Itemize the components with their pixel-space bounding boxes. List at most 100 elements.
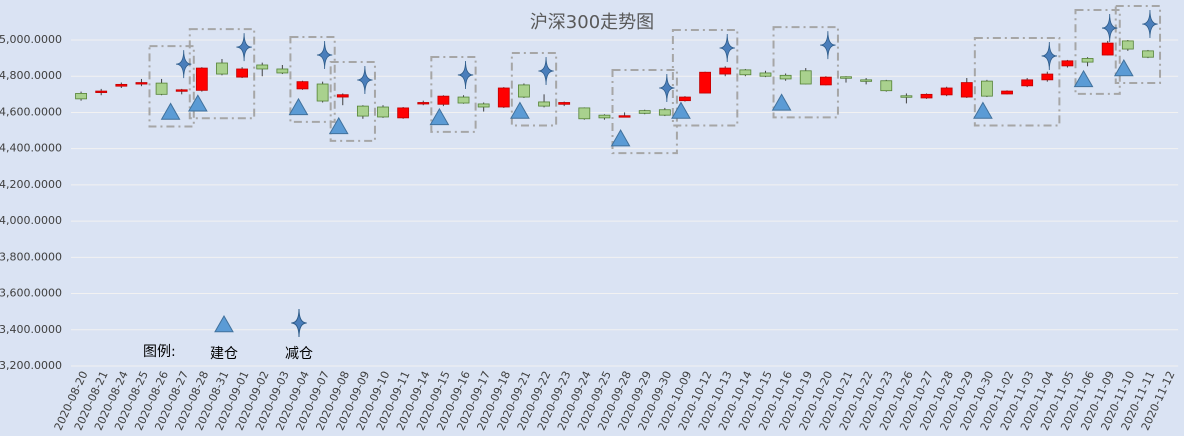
candle-body xyxy=(658,109,671,116)
candle-body xyxy=(276,68,289,74)
sell-marker xyxy=(1142,10,1158,39)
candle-body xyxy=(799,70,812,85)
candle-body xyxy=(558,102,571,105)
buy-marker xyxy=(1073,69,1094,88)
y-tick-label: 3,600.0000 xyxy=(0,287,62,300)
candle-body xyxy=(719,67,732,75)
candle-body xyxy=(1021,79,1034,87)
position-box xyxy=(510,51,558,127)
candle-body xyxy=(497,87,510,108)
chart-title: 沪深300走势图 xyxy=(530,12,654,33)
position-box xyxy=(1114,5,1162,84)
buy-marker xyxy=(328,116,349,135)
candle-body xyxy=(538,101,550,107)
candle-body xyxy=(759,72,772,77)
y-tick-label: 4,000.0000 xyxy=(0,214,62,227)
buy-marker xyxy=(671,101,691,119)
candle-body xyxy=(578,107,591,120)
candle-body xyxy=(1041,73,1054,81)
y-tick-label: 3,800.0000 xyxy=(0,250,62,263)
position-box xyxy=(289,36,336,123)
buy-marker xyxy=(610,129,631,147)
candle-body xyxy=(1061,60,1074,67)
candle-body xyxy=(679,96,691,102)
candle-body xyxy=(135,82,148,85)
candle-body xyxy=(900,95,913,98)
sell-marker xyxy=(236,33,252,62)
candle-body xyxy=(940,87,953,96)
position-box xyxy=(148,45,195,128)
candle-body xyxy=(618,115,631,118)
buy-marker xyxy=(1113,58,1134,77)
candle-body xyxy=(195,67,208,91)
candle-body xyxy=(1101,42,1114,56)
candle-body xyxy=(236,68,249,78)
candle-body xyxy=(296,81,309,90)
buy-marker xyxy=(288,97,309,116)
position-box xyxy=(430,55,477,133)
legend-marker xyxy=(214,314,234,333)
candle-body xyxy=(377,106,389,118)
candle-body xyxy=(960,82,973,98)
buy-marker xyxy=(973,101,993,119)
candle-body xyxy=(920,93,933,99)
buy-marker xyxy=(429,107,450,126)
candle-body xyxy=(840,76,852,79)
candle-body xyxy=(336,94,349,98)
candle-body xyxy=(417,102,430,105)
sell-marker xyxy=(538,56,554,85)
y-tick-label: 4,800.0000 xyxy=(0,69,62,82)
position-box xyxy=(611,68,678,155)
candle-body xyxy=(115,83,128,87)
candle-body xyxy=(880,80,893,92)
position-box xyxy=(329,61,376,142)
y-tick-label: 5,000.0000 xyxy=(0,33,62,46)
y-tick-label: 4,400.0000 xyxy=(0,142,62,155)
position-box xyxy=(671,28,739,127)
position-box xyxy=(1074,9,1121,95)
sell-marker xyxy=(316,41,333,70)
candle-body xyxy=(860,79,873,82)
legend-label: 建仓 xyxy=(210,346,238,362)
y-tick-label: 4,200.0000 xyxy=(0,178,62,191)
candle-body xyxy=(598,114,611,119)
candle-body xyxy=(216,62,228,75)
buy-marker xyxy=(510,101,530,119)
candle-body xyxy=(256,64,269,70)
candle-body xyxy=(981,80,993,97)
candle-body xyxy=(155,82,168,95)
candle-body xyxy=(1001,90,1013,95)
legend-marker xyxy=(291,308,307,338)
candle-body xyxy=(638,110,651,114)
candle-body xyxy=(316,83,329,102)
candle-body xyxy=(437,95,450,105)
candle-body xyxy=(175,89,188,92)
candle-body xyxy=(819,76,832,86)
buy-marker xyxy=(771,93,792,111)
position-box xyxy=(188,28,256,120)
candle-body xyxy=(397,107,410,119)
candle-body xyxy=(477,103,490,108)
candle-body xyxy=(1081,58,1094,63)
candle-body xyxy=(779,74,792,80)
buy-marker xyxy=(160,102,181,120)
candle-body xyxy=(1142,50,1154,58)
candle-body xyxy=(95,90,108,93)
position-box xyxy=(772,26,839,119)
sell-marker xyxy=(820,31,836,60)
candle-body xyxy=(518,84,530,98)
candle-body xyxy=(75,93,87,100)
candle-body xyxy=(457,96,470,104)
legend-title: 图例: xyxy=(143,344,176,360)
sell-marker xyxy=(457,60,474,89)
sell-marker xyxy=(659,73,675,102)
buy-marker xyxy=(187,94,208,112)
y-tick-label: 3,400.0000 xyxy=(0,323,62,336)
y-tick-label: 3,200.0000 xyxy=(0,359,62,372)
y-tick-label: 4,600.0000 xyxy=(0,105,62,118)
candle-body xyxy=(739,69,752,76)
candle-body xyxy=(1121,40,1134,50)
position-box xyxy=(973,36,1061,127)
legend-label: 减仓 xyxy=(285,346,313,362)
